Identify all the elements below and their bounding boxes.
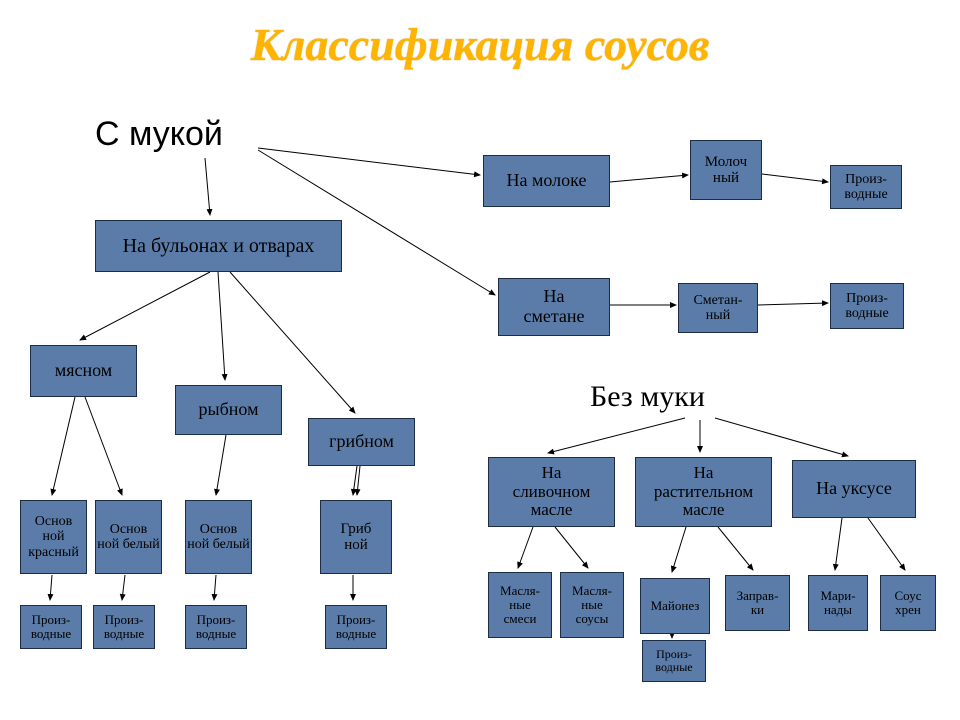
node-broths: На бульонах и отварах [95,220,342,272]
node-dressings: Заправ- ки [725,575,790,631]
node-deriv_s: Произ- водные [830,283,904,329]
node-meat: мясном [30,345,137,397]
node-butter: На сливочном масле [488,457,615,527]
node-butter_mix: Масля- ные смеси [488,572,552,638]
heading-with-flour: С мукой [95,115,223,154]
node-main_red: Основ ной красный [20,500,87,574]
node-vegoil: На растительном масле [635,457,772,527]
node-mayo: Майонез [640,578,710,634]
node-milk2: Молоч ный [690,140,762,200]
node-deriv4: Произ- водные [325,605,387,649]
node-main_white2: Основ ной белый [185,500,252,574]
node-smetana: На сметане [498,278,610,336]
node-deriv1: Произ- водные [20,605,82,649]
page-title: Классификация соусов [0,18,960,71]
node-vinegar: На уксусе [792,460,916,518]
node-mushroom: грибном [308,418,415,466]
node-deriv2: Произ- водные [93,605,155,649]
node-horseradish: Соус хрен [880,575,936,631]
node-mushroom2: Гриб ной [320,500,392,574]
node-marinades: Мари- нады [808,575,868,631]
node-deriv_m: Произ- водные [830,165,902,209]
node-fish: рыбном [175,385,282,435]
node-milk: На молоке [483,155,610,207]
node-butter_sauce: Масля- ные соусы [560,572,624,638]
heading-without-flour: Без муки [590,380,705,414]
node-deriv_mayo: Произ- водные [642,640,706,682]
node-smet2: Сметан- ный [678,283,758,333]
node-deriv3: Произ- водные [185,605,247,649]
node-main_white1: Основ ной белый [95,500,162,574]
